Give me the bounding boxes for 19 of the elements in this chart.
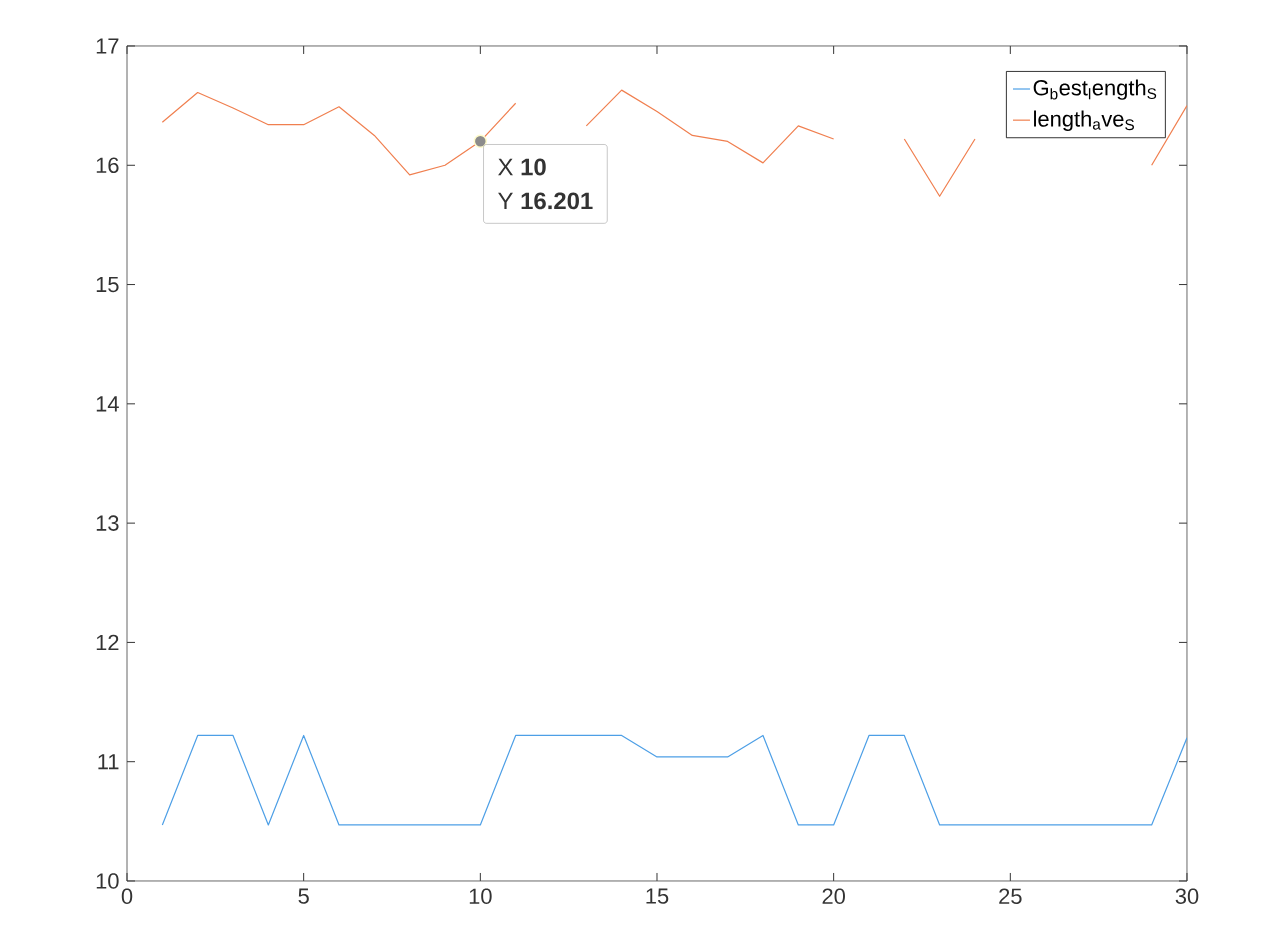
annotation: X 10 xyxy=(498,158,546,176)
y-tick-label: 12 xyxy=(96,634,119,651)
y-tick-label: 17 xyxy=(96,38,119,54)
x-tick-label: 20 xyxy=(822,888,845,905)
legend-label: length$_{a}$ve$_{S}$ xyxy=(1034,110,1134,132)
y-tick-label: 11 xyxy=(98,754,119,770)
legend-label: G$_{b}$est$_{l}$ength$_{S}$ xyxy=(1033,79,1157,100)
x-tick-label: 10 xyxy=(469,888,492,905)
y-tick-label: 13 xyxy=(96,515,119,531)
x-tick-label: 15 xyxy=(646,888,669,904)
x-tick-label: 5 xyxy=(298,888,309,904)
x-tick-label: 30 xyxy=(1175,888,1199,905)
y-tick-label: 16 xyxy=(96,157,119,174)
x-tick-label: 25 xyxy=(999,888,1022,905)
y-tick-label: 15 xyxy=(96,276,119,293)
y-tick-label: 14 xyxy=(96,396,119,412)
x-tick-label: 0 xyxy=(121,888,133,905)
y-tick-label: 10 xyxy=(96,873,119,889)
annotation: Y 16.201 xyxy=(498,192,593,210)
